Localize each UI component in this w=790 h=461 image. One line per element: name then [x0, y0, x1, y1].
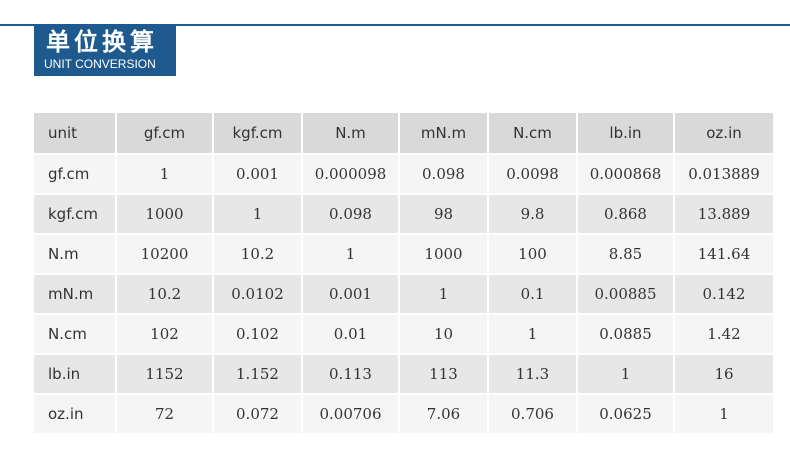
unit-conversion-table: unit gf.cm kgf.cm N.m mN.m N.cm lb.in oz…: [34, 113, 775, 435]
table-cell: 0.1: [488, 274, 578, 315]
column-header: lb.in: [577, 113, 675, 155]
table-cell: 0.072: [213, 394, 303, 435]
title-chinese: 单位换算: [46, 28, 158, 56]
table-cell: 0.0885: [577, 314, 675, 355]
table-row: gf.cm 1 0.001 0.000098 0.098 0.0098 0.00…: [34, 154, 775, 195]
table-row: oz.in 72 0.072 0.00706 7.06 0.706 0.0625…: [34, 394, 775, 435]
table-cell: 0.013889: [674, 154, 775, 195]
row-unit-label: N.cm: [34, 314, 117, 355]
section-title-badge: 单位换算 UNIT CONVERSION: [34, 26, 176, 76]
column-header: mN.m: [399, 113, 489, 155]
table-cell: 0.098: [302, 194, 400, 235]
table-cell: 1000: [116, 194, 214, 235]
table-cell: 0.000098: [302, 154, 400, 195]
table-cell: 0.868: [577, 194, 675, 235]
table-cell: 16: [674, 354, 775, 395]
row-unit-label: lb.in: [34, 354, 117, 395]
table-cell: 0.113: [302, 354, 400, 395]
table-cell: 10.2: [213, 234, 303, 275]
table-cell: 7.06: [399, 394, 489, 435]
table-cell: 10200: [116, 234, 214, 275]
table-cell: 1000: [399, 234, 489, 275]
table-cell: 113: [399, 354, 489, 395]
table-cell: 1: [488, 314, 578, 355]
table-cell: 1: [302, 234, 400, 275]
table-cell: 1.152: [213, 354, 303, 395]
table-cell: 141.64: [674, 234, 775, 275]
table-cell: 1: [213, 194, 303, 235]
table-cell: 0.098: [399, 154, 489, 195]
table-cell: 0.00706: [302, 394, 400, 435]
table-cell: 1.42: [674, 314, 775, 355]
column-header: unit: [34, 113, 117, 155]
table-cell: 0.102: [213, 314, 303, 355]
column-header: N.m: [302, 113, 400, 155]
table-cell: 0.706: [488, 394, 578, 435]
table-cell: 0.0625: [577, 394, 675, 435]
table-cell: 100: [488, 234, 578, 275]
column-header: gf.cm: [116, 113, 214, 155]
table-cell: 0.001: [213, 154, 303, 195]
table-cell: 1: [577, 354, 675, 395]
table-cell: 102: [116, 314, 214, 355]
table-cell: 11.3: [488, 354, 578, 395]
table-row: N.m 10200 10.2 1 1000 100 8.85 141.64: [34, 234, 775, 275]
table-cell: 1152: [116, 354, 214, 395]
table-cell: 0.0098: [488, 154, 578, 195]
table-cell: 10: [399, 314, 489, 355]
row-unit-label: gf.cm: [34, 154, 117, 195]
table-row: mN.m 10.2 0.0102 0.001 1 0.1 0.00885 0.1…: [34, 274, 775, 315]
table-cell: 0.00885: [577, 274, 675, 315]
table-cell: 0.001: [302, 274, 400, 315]
table-cell: 0.01: [302, 314, 400, 355]
table-row: kgf.cm 1000 1 0.098 98 9.8 0.868 13.889: [34, 194, 775, 235]
table-cell: 1: [116, 154, 214, 195]
row-unit-label: mN.m: [34, 274, 117, 315]
table-cell: 10.2: [116, 274, 214, 315]
table-cell: 13.889: [674, 194, 775, 235]
table-row: lb.in 1152 1.152 0.113 113 11.3 1 16: [34, 354, 775, 395]
row-unit-label: oz.in: [34, 394, 117, 435]
header-rule: [0, 24, 790, 26]
table-cell: 1: [674, 394, 775, 435]
column-header: N.cm: [488, 113, 578, 155]
table-cell: 1: [399, 274, 489, 315]
table-header-row: unit gf.cm kgf.cm N.m mN.m N.cm lb.in oz…: [34, 113, 775, 155]
table-cell: 0.142: [674, 274, 775, 315]
table-cell: 72: [116, 394, 214, 435]
table-cell: 98: [399, 194, 489, 235]
column-header: kgf.cm: [213, 113, 303, 155]
table-cell: 0.0102: [213, 274, 303, 315]
row-unit-label: N.m: [34, 234, 117, 275]
row-unit-label: kgf.cm: [34, 194, 117, 235]
title-english: UNIT CONVERSION: [44, 57, 156, 71]
table-row: N.cm 102 0.102 0.01 10 1 0.0885 1.42: [34, 314, 775, 355]
table-cell: 8.85: [577, 234, 675, 275]
column-header: oz.in: [674, 113, 775, 155]
table-cell: 0.000868: [577, 154, 675, 195]
table-cell: 9.8: [488, 194, 578, 235]
